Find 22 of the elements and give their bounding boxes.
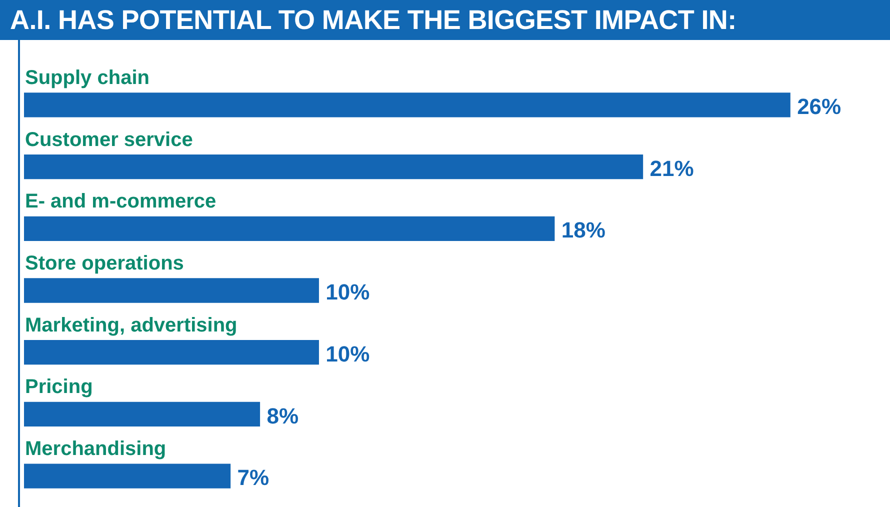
chart-title: A.I. HAS POTENTIAL TO MAKE THE BIGGEST IMPACT IN: bbox=[0, 0, 890, 40]
bar bbox=[24, 92, 790, 118]
bar bbox=[24, 464, 231, 488]
data-label: 10% bbox=[326, 280, 370, 305]
bar bbox=[24, 402, 260, 427]
bar bbox=[24, 278, 319, 303]
data-label: 7% bbox=[237, 465, 270, 490]
y-tick-label: Customer service bbox=[25, 128, 193, 151]
bar bbox=[24, 154, 644, 180]
y-tick-label: E- and m-commerce bbox=[25, 190, 216, 213]
data-label: 18% bbox=[561, 218, 606, 243]
y-tick-label: Store operations bbox=[25, 252, 184, 274]
data-label: 8% bbox=[266, 403, 299, 428]
data-label: 21% bbox=[650, 156, 694, 181]
y-tick-label: Marketing, advertising bbox=[25, 314, 238, 336]
y-tick-label: Supply chain bbox=[25, 66, 150, 89]
bar bbox=[24, 216, 555, 241]
data-label: 10% bbox=[326, 341, 370, 366]
y-tick-label: Pricing bbox=[25, 376, 93, 398]
bar bbox=[24, 340, 319, 365]
data-label: 26% bbox=[797, 94, 842, 119]
y-tick-label: Merchandising bbox=[25, 438, 166, 460]
